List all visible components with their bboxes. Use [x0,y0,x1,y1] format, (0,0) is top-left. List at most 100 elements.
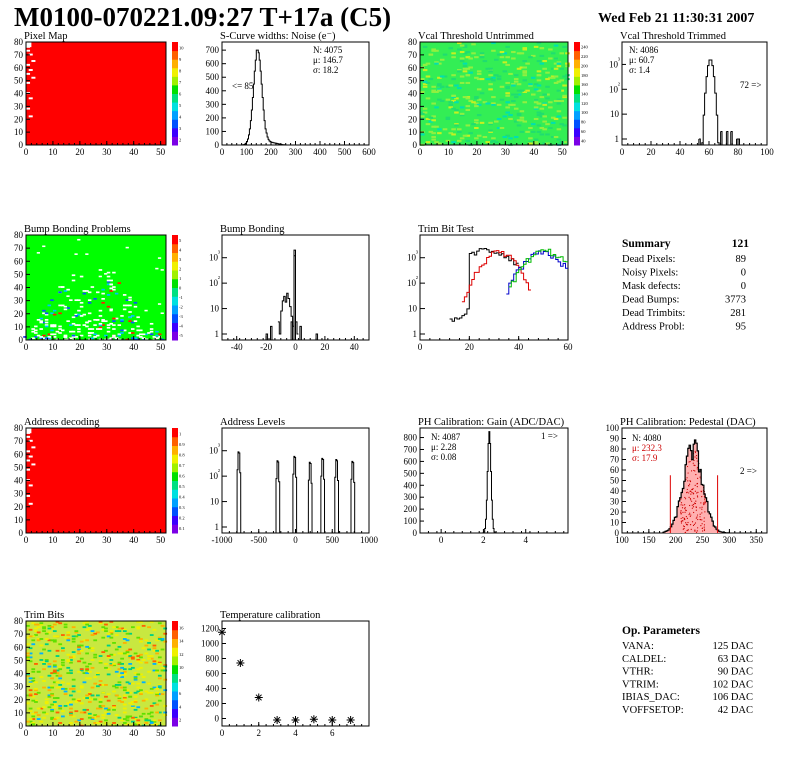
trim-cell [109,630,114,633]
vcal-cell [516,114,522,117]
y-tick-label: 0 [19,335,24,345]
colorbar-label: 7 [179,80,182,85]
x-tick-label: 4 [293,728,298,738]
trim-cell [34,699,38,702]
x-tick-label: 50 [156,535,166,545]
y-tick-label: 400 [206,86,220,96]
summary-value: 0 [741,268,746,279]
pedestal-hatch-dot [703,501,705,504]
temperature-point [236,659,245,667]
trim-cell [104,719,108,722]
trim-cell [112,642,116,644]
summary-title: Summary [622,238,671,250]
trim-cell [34,634,38,636]
pedestal-hatch-dot [694,451,697,454]
trim-cell [157,661,162,664]
trim-cell [36,714,41,717]
trim-cell [85,621,89,623]
trim-cell [36,707,41,710]
outlier-bin [720,131,723,146]
bump-cell [34,325,38,328]
trim-cell [47,624,52,627]
bump-cell [112,288,116,291]
pedestal-hatch-dot [680,511,682,513]
trim-cell [28,677,33,680]
marker-stroke [310,716,318,723]
trim-cell [87,701,92,703]
trim-cell [26,643,30,646]
dead-pixel [28,97,33,100]
pedestal-hatch-dot [703,520,705,522]
vcal-cell [465,105,471,108]
bump-cell [44,312,49,315]
vcal-cell [488,78,493,81]
trim-cell [106,635,111,638]
pedestal-hatch-dot [682,517,684,519]
summary-label: Mask defects: [622,281,681,292]
trim-cell [98,707,103,710]
colorbar-segment [574,50,580,60]
bump-cell [114,317,119,320]
y-tick-label: 10 [407,278,417,288]
vcal-cell [556,115,562,118]
pedestal-hatch-dot [694,530,696,532]
trim-cell [133,708,138,711]
trim-cell [55,649,60,652]
stats-line: μ: 232.3 [632,443,662,453]
colorbar-segment [172,305,178,315]
trim-cell [155,723,159,726]
vcal-cell [516,124,522,127]
trim-cell [98,622,103,625]
trim-cell [104,695,108,698]
vcal-cell [488,141,493,144]
trim-cell [144,644,149,647]
vcal-cell [488,123,493,126]
trim-cell [144,698,149,701]
colorbar-label: 240 [581,45,589,50]
vcal-cell [516,93,522,96]
vcal-cell [457,70,462,73]
trim-cell [26,720,30,723]
vcal-cell [428,120,434,123]
x-tick-label: 30 [102,342,112,352]
stats-box [428,430,480,464]
summary-label: Address Probl: [622,322,685,333]
vcal-cell [511,99,516,102]
trim-cell [61,649,65,652]
op-params-title: Op. Parameters [622,625,700,637]
bump-cell [155,337,159,340]
panel-title-address-map: Address decoding [24,417,100,428]
trim-cell [136,626,141,629]
trim-cell [42,686,46,689]
trim-cell [139,673,143,676]
vcal-cell [559,67,565,70]
trim-cell [139,653,143,656]
trim-cell [34,693,38,696]
trim-cell [144,719,149,722]
trim-cell [69,707,73,710]
x-tick-label: 500 [326,535,340,545]
vcal-cell [431,48,436,51]
vcal-cell [511,103,516,106]
colorbar-label: 0.9 [179,442,185,447]
trim-cell [112,708,116,711]
trim-cell [128,668,133,671]
pedestal-hatch-dot [696,466,699,468]
vcal-cell [428,116,434,119]
bump-cell [42,337,46,340]
trim-cell [28,656,33,659]
y-tick-label: 1 [215,329,220,339]
bump-cell [61,304,65,307]
trim-cell [155,687,159,690]
y-tick-label: 10 [14,127,24,137]
vcal-cell [459,106,465,109]
trim-cell [147,657,151,660]
vcal-cell [451,56,456,59]
trim-cell [85,668,89,671]
vcal-cell [499,126,505,130]
trim-cell [87,712,92,715]
pedestal-hatch-dot [685,509,687,511]
y-tick-label: 100 [404,516,418,526]
colorbar-label: 120 [581,101,589,106]
trim-cell [71,626,76,629]
